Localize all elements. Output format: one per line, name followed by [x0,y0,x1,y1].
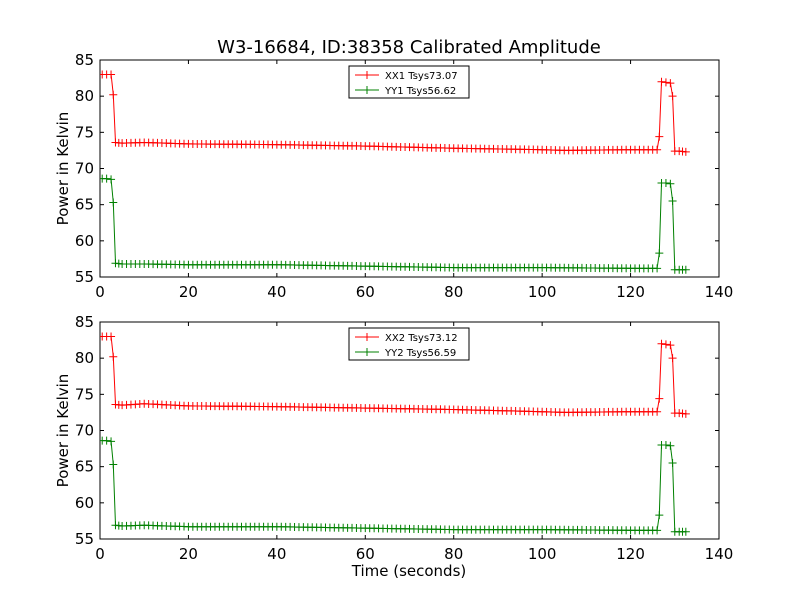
series-group [100,332,690,418]
legend-box [348,65,470,99]
y-tick-label: 70 [75,422,94,440]
y-tick-label: 60 [75,232,94,250]
legend-box [348,327,470,361]
y-tick-label: 75 [75,385,94,403]
data-point [109,460,118,469]
data-point [657,77,666,86]
x-tick-label: 20 [179,283,198,301]
data-point [102,174,111,183]
data-point [668,92,677,101]
legend-label: XX1 Tsys73.07 [385,71,458,82]
legend-marker [363,71,371,79]
x-tick-label: 80 [444,545,463,563]
y-tick-label: 55 [75,268,94,286]
data-point [655,511,664,520]
data-point [661,340,670,349]
y-tick-label: 80 [75,87,94,105]
data-point [681,147,690,156]
data-point [668,459,677,468]
data-point [109,90,118,99]
data-point [655,249,664,258]
data-point [657,339,666,348]
data-point [653,145,662,154]
data-point [681,265,690,274]
data-point [681,409,690,418]
bottom-panel: 0 20 40 60 80 100 120 140 55 60 65 70 75 80 85 Power in… [54,313,733,563]
data-point [655,394,664,403]
y-tick-label: 60 [75,494,94,512]
legend-marker [363,333,371,341]
data-point [666,179,675,188]
data-point [661,78,670,87]
legend-marker [363,348,371,356]
data-point [668,354,677,363]
data-point [655,132,664,141]
data-point [666,341,675,350]
x-axis-label: Time (seconds) [351,562,467,580]
data-point [653,407,662,416]
y-tick-label: 85 [75,51,94,69]
data-point [653,264,662,273]
data-point [107,70,116,79]
y-tick-label: 55 [75,530,94,548]
data-point [107,437,116,446]
y-axis-label: Power in Kelvin [54,374,72,488]
x-tick-label: 80 [444,283,463,301]
data-point [681,527,690,536]
series-group [100,436,690,536]
series-group [100,174,690,274]
figure-title: W3-16684, ID:38358 Calibrated Amplitude [217,37,601,58]
y-tick-label: 65 [75,458,94,476]
x-tick-label: 140 [705,283,734,301]
x-tick-label: 100 [528,545,557,563]
data-point [109,198,118,207]
x-tick-label: 140 [705,545,734,563]
series-group [100,70,690,156]
x-tick-label: 120 [616,545,645,563]
data-point [668,197,677,206]
legend-marker [363,86,371,94]
legend: XX2 Tsys73.12 YY2 Tsys56.59 [348,327,470,361]
y-tick-label: 70 [75,160,94,178]
data-point [661,440,670,449]
y-tick-label: 75 [75,123,94,141]
data-point [666,441,675,450]
data-point [661,178,670,187]
x-tick-label: 120 [616,283,645,301]
legend: XX1 Tsys73.07 YY1 Tsys56.62 [348,65,470,99]
x-tick-label: 60 [356,545,375,563]
data-point [107,175,116,184]
data-point [109,352,118,361]
legend-label: YY2 Tsys56.59 [384,348,456,359]
x-tick-label: 40 [267,283,286,301]
x-tick-label: 0 [95,283,105,301]
data-point [102,436,111,445]
y-tick-label: 65 [75,196,94,214]
x-tick-label: 40 [267,545,286,563]
x-tick-label: 20 [179,545,198,563]
x-tick-label: 100 [528,283,557,301]
x-tick-label: 0 [95,545,105,563]
data-point [653,526,662,535]
top-panel: 0 20 40 60 80 100 120 140 55 60 65 70 75 80 85 Power in… [54,51,733,301]
legend-label: XX2 Tsys73.12 [385,333,458,344]
data-point [666,79,675,88]
y-tick-label: 85 [75,313,94,331]
y-tick-label: 80 [75,349,94,367]
x-tick-label: 60 [356,283,375,301]
legend-label: YY1 Tsys56.62 [384,86,456,97]
data-point [107,332,116,341]
y-axis-label: Power in Kelvin [54,112,72,226]
